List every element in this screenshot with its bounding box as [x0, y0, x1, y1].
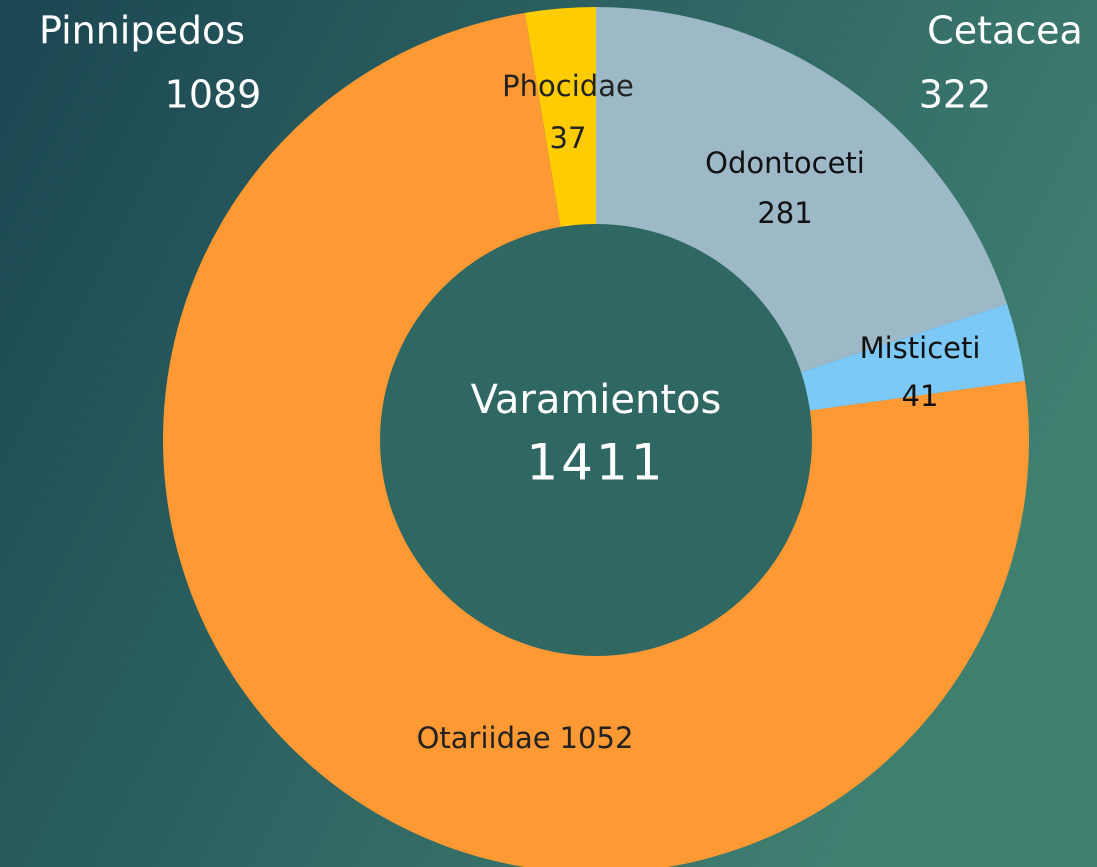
- center-label: Varamientos: [471, 377, 722, 423]
- slice-name: Misticeti: [860, 331, 981, 365]
- slice-label: Odontoceti 281: [705, 146, 865, 230]
- slice-label: Misticeti 41: [860, 331, 981, 413]
- slice-value: 41: [902, 379, 939, 413]
- donut-hole: [380, 224, 812, 656]
- slice-label: Otariidae 1052: [417, 721, 634, 755]
- group-value: 1089: [165, 73, 262, 117]
- group-label: Cetacea: [927, 9, 1083, 53]
- group-label: Pinnipedos: [39, 9, 245, 53]
- slice-label: Phocidae 37: [502, 69, 634, 155]
- slice-name: Otariidae: [417, 721, 551, 755]
- slice-value: 37: [550, 121, 587, 155]
- slice-value: 281: [757, 196, 812, 230]
- slice-value: 1052: [560, 721, 634, 755]
- slice-name: Phocidae: [502, 69, 634, 103]
- center-value: 1411: [526, 434, 665, 492]
- slice-name: Odontoceti: [705, 146, 865, 180]
- group-value: 322: [919, 73, 992, 117]
